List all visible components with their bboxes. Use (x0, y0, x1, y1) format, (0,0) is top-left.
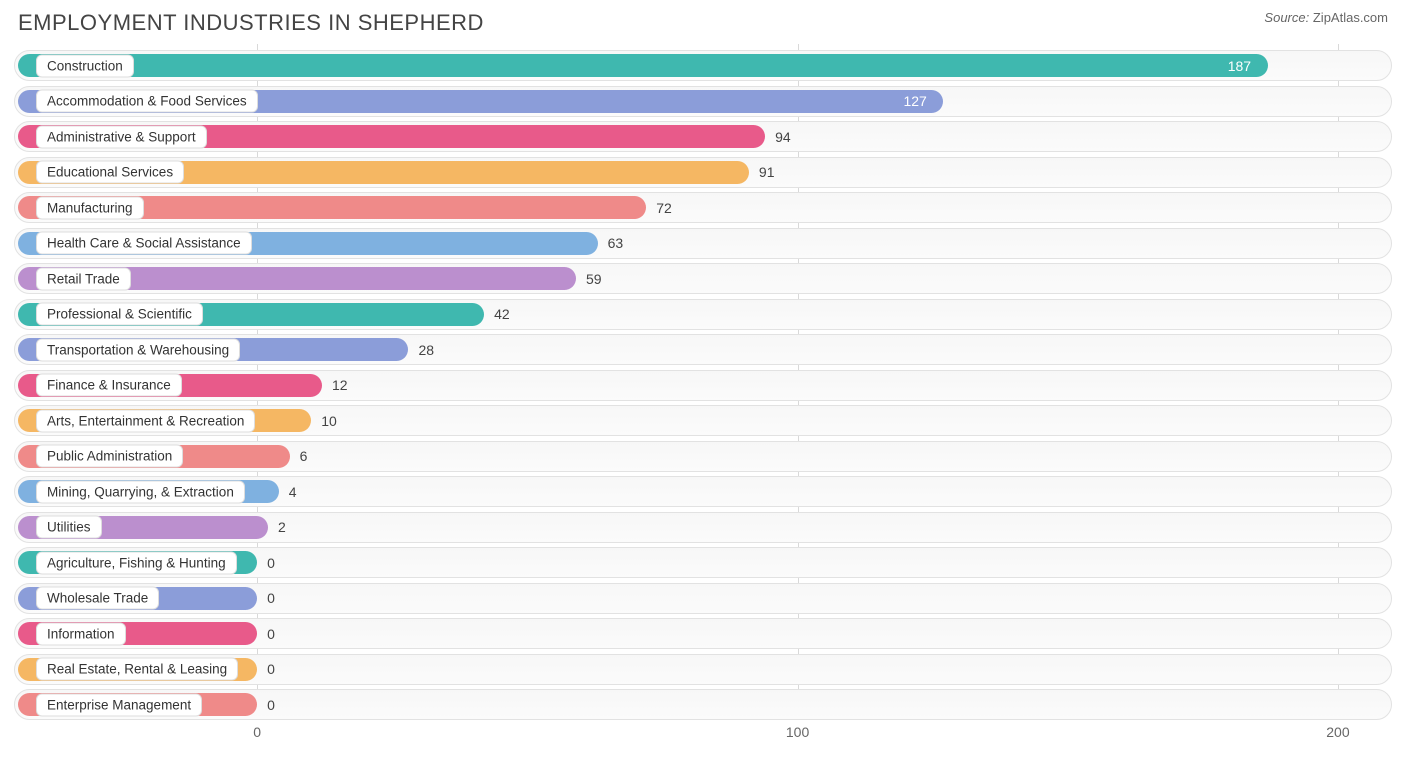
bar-value: 28 (418, 342, 434, 358)
bar-value: 91 (759, 164, 775, 180)
bar-row: Retail Trade 59 (14, 263, 1392, 294)
axis-tick: 200 (1326, 724, 1349, 740)
bar-row: Enterprise Management 0 (14, 689, 1392, 720)
bar-row: Public Administration 6 (14, 441, 1392, 472)
bar-value: 12 (332, 377, 348, 393)
bar-value: 127 (903, 93, 926, 109)
bar-row: Manufacturing 72 (14, 192, 1392, 223)
bar-label: Manufacturing (36, 196, 144, 219)
bar-label: Finance & Insurance (36, 374, 182, 397)
bar-value: 59 (586, 271, 602, 287)
bar-row: Educational Services 91 (14, 157, 1392, 188)
bar-label: Public Administration (36, 445, 183, 468)
axis-tick: 0 (253, 724, 261, 740)
bar-label: Mining, Quarrying, & Extraction (36, 480, 245, 503)
bar-label: Real Estate, Rental & Leasing (36, 658, 238, 681)
bar-label: Transportation & Warehousing (36, 338, 240, 361)
bar-label: Educational Services (36, 161, 184, 184)
bar-row: Wholesale Trade 0 (14, 583, 1392, 614)
bar-row: Transportation & Warehousing 28 (14, 334, 1392, 365)
bar-label: Accommodation & Food Services (36, 90, 258, 113)
bar-value: 42 (494, 306, 510, 322)
bar-value: 187 (1228, 58, 1251, 74)
bar-value: 0 (267, 661, 275, 677)
bar-row: Real Estate, Rental & Leasing 0 (14, 654, 1392, 685)
bar-row: Professional & Scientific 42 (14, 299, 1392, 330)
source-label: Source: (1264, 10, 1309, 25)
bar-row: Mining, Quarrying, & Extraction 4 (14, 476, 1392, 507)
bar-row: Utilities 2 (14, 512, 1392, 543)
chart-source: Source: ZipAtlas.com (1264, 10, 1388, 25)
bar-label: Arts, Entertainment & Recreation (36, 409, 255, 432)
bar-fill (18, 54, 1268, 77)
bar-label: Retail Trade (36, 267, 131, 290)
bar-value: 0 (267, 697, 275, 713)
bar-value: 0 (267, 590, 275, 606)
bar-label: Information (36, 622, 126, 645)
bar-row: Information 0 (14, 618, 1392, 649)
bar-row: Health Care & Social Assistance 63 (14, 228, 1392, 259)
bar-row: Accommodation & Food Services 127 (14, 86, 1392, 117)
bar-value: 2 (278, 519, 286, 535)
bar-label: Administrative & Support (36, 125, 207, 148)
source-name: ZipAtlas.com (1313, 10, 1388, 25)
bar-value: 63 (608, 235, 624, 251)
bar-value: 0 (267, 626, 275, 642)
axis-tick: 100 (786, 724, 809, 740)
bar-value: 6 (300, 448, 308, 464)
bar-label: Agriculture, Fishing & Hunting (36, 551, 237, 574)
bar-value: 0 (267, 555, 275, 571)
bar-label: Health Care & Social Assistance (36, 232, 252, 255)
bar-label: Utilities (36, 516, 102, 539)
bar-value: 72 (656, 200, 672, 216)
bar-row: Finance & Insurance 12 (14, 370, 1392, 401)
bar-value: 10 (321, 413, 337, 429)
bar-row: Administrative & Support 94 (14, 121, 1392, 152)
bar-value: 94 (775, 129, 791, 145)
bar-row: Agriculture, Fishing & Hunting 0 (14, 547, 1392, 578)
bar-rows: Construction 187 Accommodation & Food Serv… (14, 50, 1392, 720)
bar-value: 4 (289, 484, 297, 500)
chart-title: EMPLOYMENT INDUSTRIES IN SHEPHERD (18, 10, 484, 36)
bar-label: Professional & Scientific (36, 303, 203, 326)
bar-label: Construction (36, 54, 134, 77)
bar-label: Wholesale Trade (36, 587, 159, 610)
bar-label: Enterprise Management (36, 693, 202, 716)
chart-area: Construction 187 Accommodation & Food Serv… (14, 44, 1392, 744)
bar-row: Construction 187 (14, 50, 1392, 81)
bar-row: Arts, Entertainment & Recreation 10 (14, 405, 1392, 436)
chart-header: EMPLOYMENT INDUSTRIES IN SHEPHERD Source… (14, 10, 1392, 44)
x-axis: 0 100 200 (14, 720, 1392, 748)
